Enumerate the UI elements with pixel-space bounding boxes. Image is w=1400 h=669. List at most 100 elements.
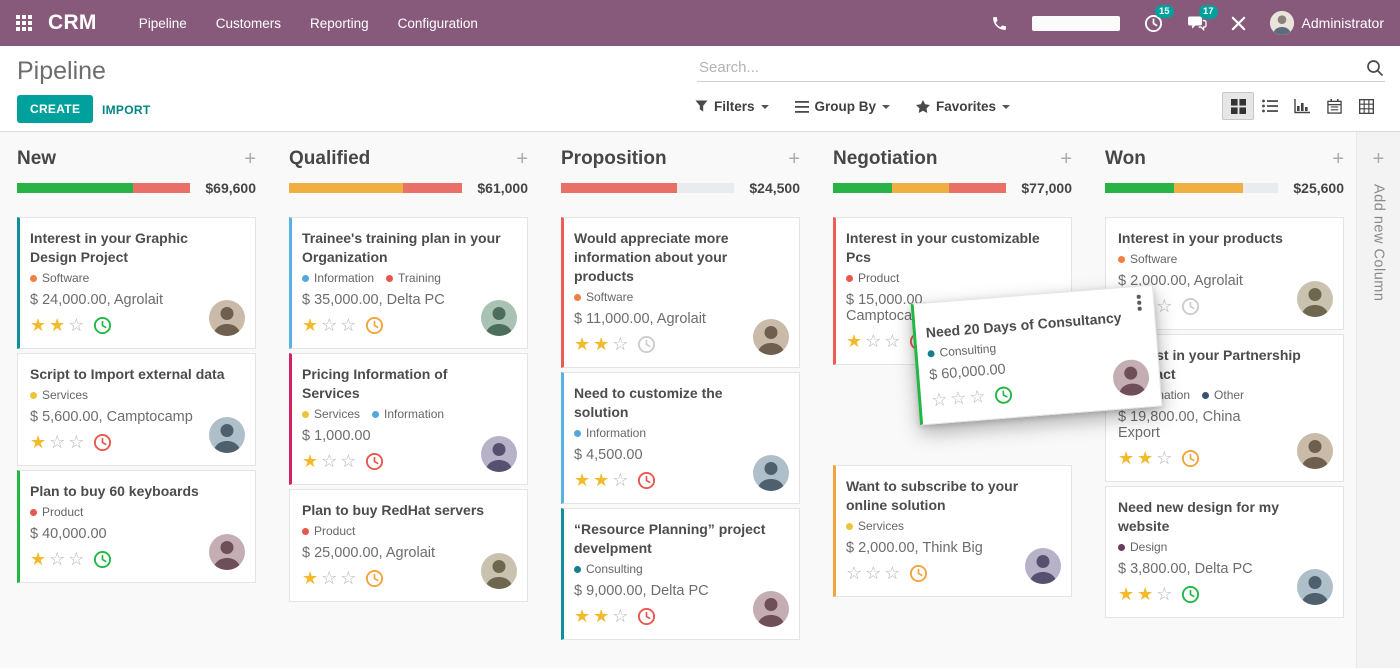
priority-star[interactable]: ☆: [1156, 296, 1173, 316]
filters-button[interactable]: Filters: [695, 99, 769, 114]
priority-star[interactable]: ★: [30, 549, 47, 569]
column-progressbar[interactable]: [1105, 183, 1278, 193]
column-progressbar[interactable]: [561, 183, 734, 193]
tag-information[interactable]: Information: [574, 426, 646, 440]
apps-grid-icon[interactable]: [16, 15, 32, 31]
quick-create-button[interactable]: +: [244, 148, 256, 170]
kanban-card[interactable]: Pricing Information of Services Services I…: [289, 353, 528, 485]
quick-create-button[interactable]: +: [516, 148, 528, 170]
priority-star[interactable]: ★: [302, 451, 319, 471]
menu-customers[interactable]: Customers: [215, 15, 282, 31]
priority-star[interactable]: ★: [1118, 448, 1135, 468]
tools-icon[interactable]: [1231, 16, 1246, 31]
search-input[interactable]: [697, 58, 1365, 77]
favorites-button[interactable]: Favorites: [916, 99, 1011, 114]
priority-star[interactable]: ★: [574, 606, 591, 626]
column-progressbar[interactable]: [289, 183, 462, 193]
priority-star[interactable]: ★: [846, 331, 863, 351]
tag-software[interactable]: Software: [574, 290, 633, 304]
activity-clock[interactable]: [93, 550, 112, 569]
kanban-card[interactable]: Need to customize the solution Informatio…: [561, 372, 800, 504]
priority-star[interactable]: ★: [49, 315, 66, 335]
priority-star[interactable]: ★: [1118, 584, 1135, 604]
priority-star[interactable]: ☆: [1156, 448, 1173, 468]
menu-configuration[interactable]: Configuration: [397, 15, 478, 31]
salesperson-avatar[interactable]: [1111, 358, 1151, 398]
activity-clock[interactable]: [637, 471, 656, 490]
salesperson-avatar[interactable]: [209, 534, 245, 570]
priority-star[interactable]: ★: [1137, 584, 1154, 604]
tag-services[interactable]: Services: [30, 388, 88, 402]
priority-star[interactable]: ☆: [321, 315, 338, 335]
dragged-kanban-card[interactable]: Need 20 Days of Consultancy Consulting $ 6…: [910, 284, 1163, 426]
priority-star[interactable]: ☆: [968, 386, 987, 408]
priority-star[interactable]: ☆: [1156, 584, 1173, 604]
activity-clock[interactable]: [93, 433, 112, 452]
messages-tray[interactable]: 17: [1187, 5, 1218, 32]
add-column-plus-button[interactable]: +: [1372, 148, 1385, 170]
tag-product[interactable]: Product: [302, 524, 355, 538]
priority-star[interactable]: ☆: [321, 568, 338, 588]
priority-star[interactable]: ☆: [340, 315, 357, 335]
activity-clock[interactable]: [1181, 449, 1200, 468]
kanban-card[interactable]: Interest in your Graphic Design Project S…: [17, 217, 256, 349]
salesperson-avatar[interactable]: [481, 436, 517, 472]
salesperson-avatar[interactable]: [481, 300, 517, 336]
salesperson-avatar[interactable]: [209, 300, 245, 336]
tag-other[interactable]: Other: [1202, 388, 1244, 402]
group-by-button[interactable]: Group By: [794, 99, 891, 114]
salesperson-avatar[interactable]: [1297, 569, 1333, 605]
priority-star[interactable]: ☆: [884, 563, 901, 583]
kanban-card[interactable]: Plan to buy RedHat servers Product $ 25,00…: [289, 489, 528, 602]
priority-star[interactable]: ★: [593, 606, 610, 626]
calendar-view-button[interactable]: [1318, 92, 1350, 120]
user-menu[interactable]: Administrator: [1269, 11, 1384, 35]
priority-star[interactable]: ☆: [865, 331, 882, 351]
priority-star[interactable]: ★: [574, 470, 591, 490]
tag-product[interactable]: Product: [30, 505, 83, 519]
column-progressbar[interactable]: [17, 183, 190, 193]
kanban-card[interactable]: Trainee's training plan in your Organiza…: [289, 217, 528, 349]
kanban-card[interactable]: Would appreciate more information about …: [561, 217, 800, 368]
priority-star[interactable]: ☆: [930, 389, 949, 411]
salesperson-avatar[interactable]: [209, 417, 245, 453]
salesperson-avatar[interactable]: [753, 591, 789, 627]
priority-star[interactable]: ☆: [846, 563, 863, 583]
salesperson-avatar[interactable]: [481, 553, 517, 589]
activity-clock[interactable]: [1181, 297, 1200, 316]
priority-star[interactable]: ★: [593, 334, 610, 354]
activity-clock[interactable]: [1181, 585, 1200, 604]
tag-software[interactable]: Software: [1118, 252, 1177, 266]
priority-star[interactable]: ☆: [68, 315, 85, 335]
activity-clock[interactable]: [365, 316, 384, 335]
tag-information[interactable]: Information: [372, 407, 444, 421]
priority-star[interactable]: ★: [1137, 448, 1154, 468]
kebab-menu-icon[interactable]: [1136, 294, 1142, 313]
salesperson-avatar[interactable]: [1297, 281, 1333, 317]
tag-product[interactable]: Product: [846, 271, 899, 285]
activity-clock[interactable]: [637, 335, 656, 354]
tag-services[interactable]: Services: [846, 519, 904, 533]
priority-star[interactable]: ★: [302, 315, 319, 335]
priority-star[interactable]: ☆: [68, 432, 85, 452]
tag-software[interactable]: Software: [30, 271, 89, 285]
tag-design[interactable]: Design: [1118, 540, 1167, 554]
tag-consulting[interactable]: Consulting: [574, 562, 643, 576]
quick-create-button[interactable]: +: [1332, 148, 1344, 170]
tag-training[interactable]: Training: [386, 271, 441, 285]
priority-star[interactable]: ☆: [49, 549, 66, 569]
salesperson-avatar[interactable]: [1025, 548, 1061, 584]
pivot-view-button[interactable]: [1350, 92, 1382, 120]
priority-star[interactable]: ★: [30, 315, 47, 335]
priority-star[interactable]: ☆: [949, 387, 968, 409]
kanban-card[interactable]: “Resource Planning” project develpment Co…: [561, 508, 800, 640]
activity-clock[interactable]: [637, 607, 656, 626]
column-progressbar[interactable]: [833, 183, 1006, 193]
priority-star[interactable]: ☆: [612, 470, 629, 490]
priority-star[interactable]: ☆: [321, 451, 338, 471]
activity-clock[interactable]: [994, 384, 1014, 404]
priority-star[interactable]: ☆: [612, 606, 629, 626]
list-view-button[interactable]: [1254, 92, 1286, 120]
menu-pipeline[interactable]: Pipeline: [138, 15, 187, 31]
kanban-card[interactable]: Want to subscribe to your online solutio…: [833, 465, 1072, 597]
